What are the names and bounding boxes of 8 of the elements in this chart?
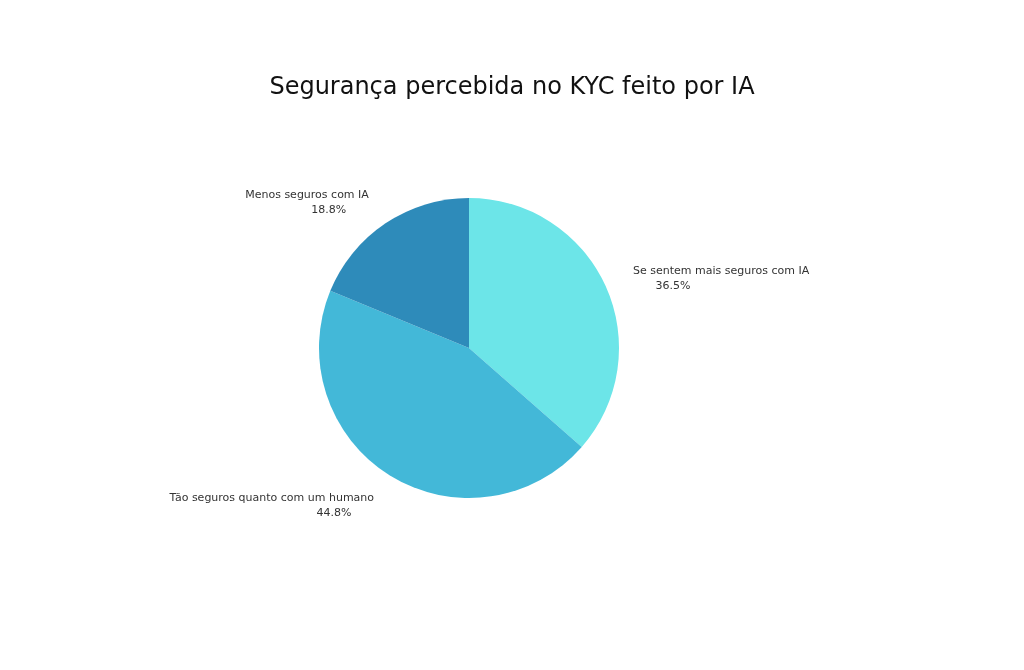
slice-label: Menos seguros com IA [245,188,370,202]
slice-label: Se sentem mais seguros com IA [632,263,810,277]
pie-slice [469,198,619,447]
data-label: 18.8% [311,203,347,217]
data-label: 36.5% [655,278,691,292]
data-label: 44.8% [316,505,352,519]
slice-label: Tão seguros quanto com um humano [168,490,375,504]
chart-title: Segurança percebida no KYC feito por IA [268,72,756,100]
